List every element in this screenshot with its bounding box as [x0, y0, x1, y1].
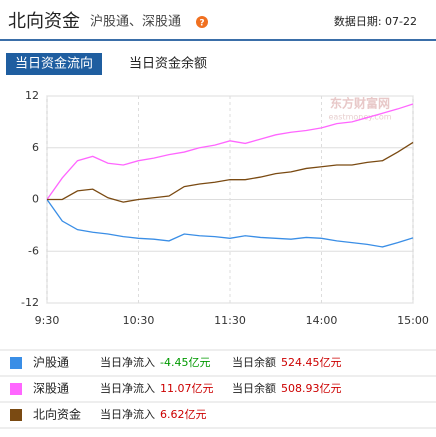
inflow-value: 6.62亿元: [160, 408, 207, 421]
watermark-site: eastmoney.com: [328, 113, 391, 122]
y-tick-label: -12: [21, 296, 39, 309]
legend-swatch: [10, 357, 22, 369]
balance-value: 508.93亿元: [281, 382, 342, 395]
tab[interactable]: 当日资金流向: [15, 56, 93, 72]
inflow-value: -4.45亿元: [160, 356, 210, 369]
legend-swatch: [10, 383, 22, 395]
series-line: [46, 199, 414, 248]
subtitle: 沪股通、深股通: [90, 14, 181, 30]
x-tick-label: 15:00: [397, 314, 429, 327]
legend-name: 深股通: [33, 382, 69, 396]
inflow-label: 当日净流入: [100, 381, 155, 395]
tab[interactable]: 当日资金余额: [129, 56, 207, 72]
x-tick-label: 9:30: [35, 314, 60, 327]
y-tick-label: 12: [25, 89, 39, 102]
series-line: [47, 141, 414, 203]
inflow-label: 当日净流入: [100, 355, 155, 369]
inflow-value: 11.07亿元: [160, 382, 214, 395]
legend-name: 沪股通: [33, 356, 69, 370]
x-tick-label: 14:00: [306, 314, 338, 327]
help-text[interactable]: ?: [199, 19, 204, 29]
series-line: [46, 103, 414, 200]
watermark: 东方财富网: [330, 96, 390, 111]
legend-name: 北向资金: [33, 407, 81, 422]
title: 北向资金: [8, 11, 80, 32]
y-tick-label: -6: [28, 244, 39, 257]
balance-label: 当日余额: [232, 381, 276, 395]
inflow-label: 当日净流入: [100, 407, 155, 421]
tab-active[interactable]: [6, 53, 102, 75]
balance-label: 当日余额: [232, 355, 276, 369]
chart: 12 6 0 -6 -12 9:30 10:30 11:30 14:00 15:00: [21, 89, 429, 327]
date: 数据日期: 07-22: [334, 14, 417, 28]
y-tick-label: 6: [32, 141, 39, 154]
legend-swatch: [10, 409, 22, 421]
x-tick-label: 11:30: [214, 314, 246, 327]
y-tick-label: 0: [32, 193, 39, 206]
balance-value: 524.45亿元: [281, 356, 342, 369]
help-icon[interactable]: [196, 16, 208, 28]
x-tick-label: 10:30: [123, 314, 155, 327]
